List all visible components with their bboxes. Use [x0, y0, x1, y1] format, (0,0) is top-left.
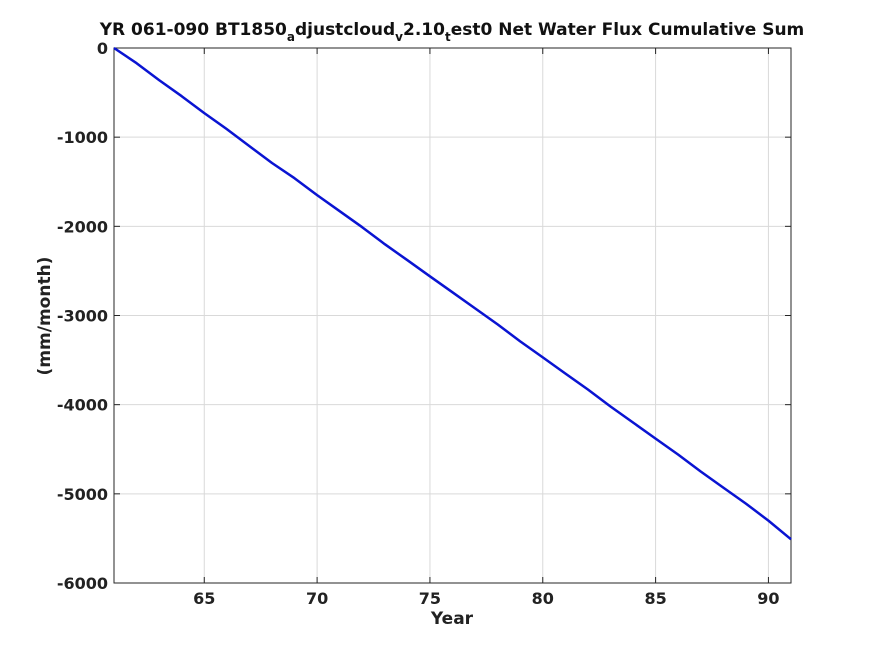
y-tick-label: -1000	[57, 128, 108, 147]
y-tick-label: -3000	[57, 307, 108, 326]
y-tick-label: -6000	[57, 574, 108, 593]
y-tick-label: -4000	[57, 396, 108, 415]
x-tick-label: 70	[306, 589, 328, 608]
x-tick-label: 75	[419, 589, 441, 608]
axis-ticks	[114, 47, 791, 584]
series-layer	[113, 46, 792, 541]
y-axis-label: (mm/month)	[35, 257, 55, 376]
grid	[114, 47, 791, 584]
y-tick-label: -5000	[57, 485, 108, 504]
y-tick-label: 0	[97, 39, 108, 58]
y-tick-label: -2000	[57, 217, 108, 236]
x-tick-label: 65	[193, 589, 215, 608]
x-tick-label: 80	[532, 589, 554, 608]
series-line	[113, 46, 792, 541]
x-tick-label: 90	[757, 589, 779, 608]
x-axis-label: Year	[430, 609, 474, 629]
x-tick-label: 85	[644, 589, 666, 608]
chart-title: YR 061-090 BT1850adjustcloudv2.10test0 N…	[99, 20, 805, 44]
